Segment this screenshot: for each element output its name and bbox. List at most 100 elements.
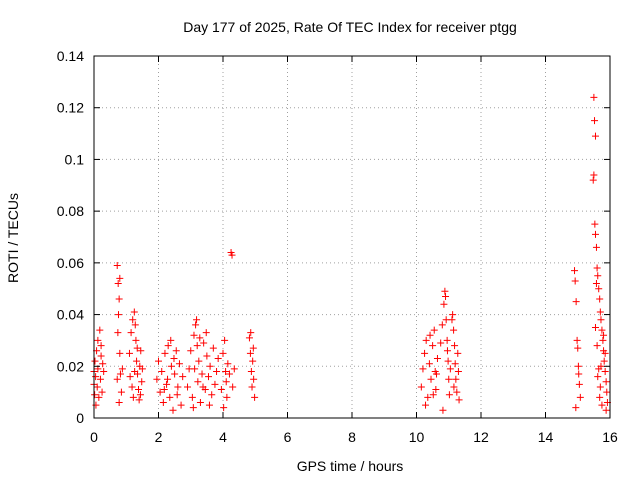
data-point (118, 365, 126, 373)
data-point (193, 342, 201, 350)
data-point (426, 331, 434, 339)
data-point (91, 357, 99, 365)
data-point (575, 380, 583, 388)
data-point (100, 367, 108, 375)
data-point (167, 336, 175, 344)
data-point (127, 329, 135, 337)
x-tick-label: 10 (409, 429, 425, 445)
data-point (443, 347, 451, 355)
data-point (246, 349, 254, 357)
x-tick-label: 0 (90, 429, 98, 445)
data-point (440, 300, 448, 308)
data-point (600, 331, 608, 339)
data-point (117, 388, 125, 396)
data-point (590, 171, 598, 179)
data-point (594, 272, 602, 280)
data-point (206, 362, 214, 370)
data-point (130, 308, 138, 316)
data-point (445, 391, 453, 399)
data-point (444, 357, 452, 365)
data-point (97, 342, 105, 350)
data-point (190, 331, 198, 339)
data-point (224, 360, 232, 368)
data-point (427, 375, 435, 383)
x-tick-label: 6 (284, 429, 292, 445)
data-point (213, 367, 221, 375)
data-point (115, 311, 123, 319)
data-point (125, 349, 133, 357)
data-point (443, 336, 451, 344)
x-tick-label: 16 (602, 429, 618, 445)
data-point (92, 401, 100, 409)
data-point (572, 298, 580, 306)
data-point (203, 352, 211, 360)
data-point (129, 393, 137, 401)
data-point (571, 277, 579, 285)
data-point (595, 285, 603, 293)
data-point (598, 326, 606, 334)
data-point (591, 324, 599, 331)
data-point (446, 365, 454, 373)
data-point (594, 373, 602, 381)
data-point (194, 378, 202, 386)
data-point (230, 365, 238, 373)
data-point (601, 349, 609, 357)
data-point (591, 220, 599, 228)
data-point (97, 352, 105, 360)
data-point (161, 349, 169, 357)
data-point (593, 264, 601, 272)
data-point (430, 326, 438, 334)
data-point (94, 336, 102, 344)
data-point (184, 383, 192, 391)
x-tick-label: 14 (538, 429, 554, 445)
data-point (247, 329, 255, 337)
data-point (424, 393, 432, 401)
x-axis-label: GPS time / hours (297, 458, 404, 474)
data-point (174, 383, 182, 391)
data-point (439, 406, 447, 414)
data-point (189, 404, 197, 412)
data-point (196, 334, 204, 342)
data-point (217, 386, 225, 394)
y-tick-label: 0.06 (57, 255, 84, 271)
data-point (156, 388, 164, 396)
data-point (602, 406, 610, 414)
data-point (249, 344, 257, 352)
data-point (114, 280, 122, 288)
data-point (179, 373, 187, 381)
data-point (135, 386, 143, 394)
data-point (191, 365, 199, 373)
data-point (573, 336, 581, 344)
data-point (115, 295, 123, 303)
chart-title: Day 177 of 2025, Rate Of TEC Index for r… (183, 19, 517, 35)
data-point (591, 117, 599, 125)
data-point (136, 391, 144, 399)
data-point (438, 321, 446, 329)
data-point (592, 280, 600, 288)
data-point (437, 339, 445, 347)
data-point (596, 308, 604, 316)
data-point (597, 316, 605, 324)
data-point (131, 367, 139, 375)
data-point (164, 375, 172, 383)
data-point (116, 349, 124, 357)
data-point (572, 404, 580, 412)
data-point (169, 406, 177, 414)
data-point (453, 388, 461, 396)
data-point (92, 373, 100, 381)
data-point (196, 398, 204, 406)
data-point (429, 391, 437, 399)
data-point (450, 383, 458, 391)
data-point (135, 396, 143, 404)
data-point (452, 375, 460, 383)
data-point (116, 370, 124, 378)
data-point (175, 360, 183, 368)
data-point (200, 339, 208, 347)
data-point (95, 393, 103, 401)
data-point (417, 383, 425, 391)
data-point (214, 355, 222, 363)
data-point (153, 375, 161, 383)
data-point (245, 334, 253, 342)
data-point (170, 355, 178, 363)
data-point (98, 388, 106, 396)
